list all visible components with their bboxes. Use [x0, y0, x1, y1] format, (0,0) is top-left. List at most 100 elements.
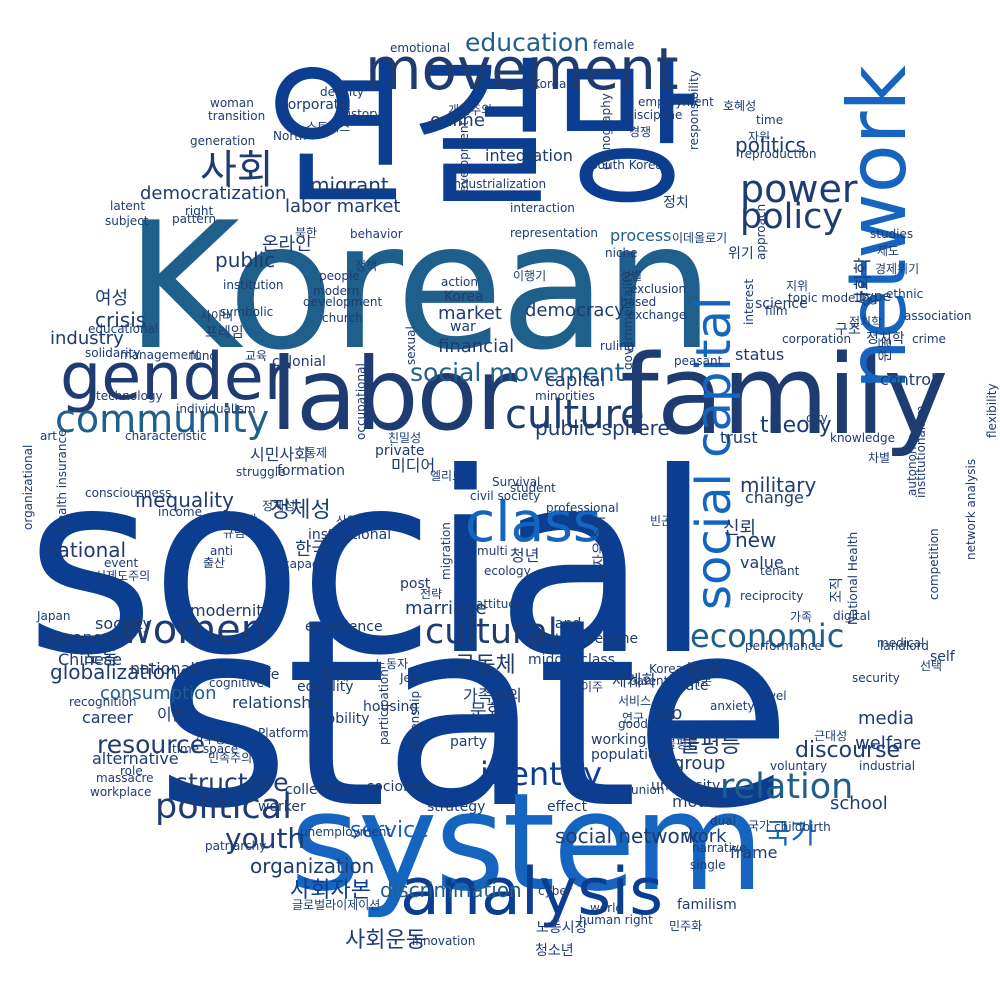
cloud-word: responsibility — [687, 70, 701, 150]
cloud-word: democracy — [525, 300, 625, 321]
cloud-word: world — [590, 901, 624, 915]
cloud-word: North Korean — [495, 77, 575, 91]
cloud-word: migration — [439, 522, 453, 580]
cloud-word: ethnic — [886, 287, 924, 301]
cloud-word: 분석 — [530, 632, 560, 651]
cloud-word: innovation — [412, 934, 476, 948]
cloud-word: 청소년 — [535, 943, 574, 959]
cloud-word: 규범 — [223, 526, 246, 540]
cloud-word: autonomy — [905, 435, 919, 496]
cloud-word: national — [45, 538, 127, 562]
cloud-word: 출산 — [203, 556, 226, 570]
cloud-word: power — [740, 167, 858, 211]
cloud-word: resource — [97, 730, 206, 759]
cloud-word: Chinese — [58, 650, 122, 669]
cloud-word: competition — [927, 528, 941, 600]
cloud-word: exchange — [628, 308, 687, 322]
cloud-word: institutional — [308, 527, 392, 543]
cloud-word: institution — [223, 278, 284, 292]
cloud-word: medical — [877, 636, 925, 650]
cloud-word: 미디어 — [391, 456, 436, 475]
cloud-word: ethnography — [599, 93, 613, 170]
cloud-word: female — [593, 38, 635, 52]
cloud-word: Japan — [37, 609, 71, 623]
cloud-word: modern — [313, 284, 360, 298]
cloud-word: fund — [190, 349, 218, 363]
cloud-word: civil society — [470, 489, 541, 503]
cloud-word: organizational — [21, 444, 35, 530]
cloud-word: identity — [480, 755, 603, 793]
cloud-word: exclusion — [630, 282, 687, 296]
cloud-word: economic — [690, 617, 845, 655]
cloud-word: working — [591, 732, 647, 748]
cloud-word: worker — [258, 799, 306, 815]
cloud-word: land — [551, 616, 582, 632]
cloud-word: consciousness — [85, 486, 172, 500]
cloud-word: subject — [105, 214, 149, 228]
cloud-word: migrant — [310, 173, 389, 197]
cloud-word: governmentality — [621, 271, 635, 370]
cloud-word: war — [450, 319, 476, 335]
cloud-word: latent — [110, 199, 146, 213]
cloud-word: 경쟁 — [629, 125, 652, 139]
cloud-word: 가족 — [790, 610, 813, 624]
cloud-word: 정치학 — [849, 315, 883, 329]
cloud-word: structure — [175, 768, 289, 797]
cloud-word: 구조 — [835, 322, 861, 338]
cloud-word: single — [690, 858, 726, 872]
cloud-word: industry — [50, 328, 124, 349]
cloud-word: good — [618, 717, 648, 731]
cloud-word: reciprocity — [740, 589, 804, 603]
cloud-word: niche — [605, 246, 638, 260]
cloud-word: flexibility — [985, 383, 999, 438]
cloud-word: 스트레스 — [306, 120, 351, 134]
cloud-word: 차별 — [868, 451, 891, 465]
cloud-word: capital — [545, 370, 606, 391]
cloud-word: job — [655, 703, 683, 724]
cloud-word: parent — [629, 674, 669, 688]
cloud-word: multi — [477, 544, 508, 558]
cloud-word: 노동자 — [375, 657, 409, 671]
cloud-word: emotional — [390, 41, 451, 55]
cloud-word: public — [215, 248, 276, 272]
cloud-word: sexual — [404, 326, 418, 365]
cloud-word: 지위 — [786, 279, 809, 293]
cloud-word: market — [438, 303, 502, 324]
cloud-word: time space — [172, 742, 239, 756]
cloud-word: employment — [638, 95, 714, 109]
cloud-word: welfare — [855, 733, 922, 754]
cloud-word: familism — [677, 897, 737, 913]
cloud-word: 연구 — [622, 711, 645, 725]
cloud-word: citizenship — [408, 690, 422, 755]
cloud-word: 엘리트 — [430, 469, 464, 483]
cloud-word: life — [258, 667, 280, 683]
cloud-word: 문화 — [470, 701, 504, 722]
cloud-word: pattern — [172, 212, 217, 226]
cloud-word: political — [155, 787, 292, 827]
cloud-word: 북한 — [295, 226, 318, 240]
cloud-word: 자원 — [748, 130, 771, 144]
cloud-word: art — [40, 429, 57, 443]
cloud-word: characteristic — [125, 429, 207, 443]
cloud-word: formation — [277, 463, 346, 479]
cloud-word: politics — [735, 133, 806, 157]
cloud-word: peasant — [674, 354, 723, 368]
cloud-word: movement — [365, 35, 679, 103]
cloud-word: school — [830, 793, 888, 814]
cloud-word: integration — [485, 146, 573, 165]
cloud-word: women — [120, 607, 267, 653]
cloud-word: value — [740, 553, 784, 572]
cloud-word: 한국 — [295, 539, 329, 560]
cloud-word: 경제위기 — [875, 262, 920, 276]
cloud-word: transition — [208, 109, 266, 123]
cloud-word: network analysis — [964, 458, 978, 560]
cloud-word: cognitive — [209, 676, 265, 690]
cloud-word: corporation — [782, 332, 852, 346]
cloud-word: democratization — [140, 183, 287, 204]
cloud-word: colonial — [272, 354, 326, 370]
cloud-word: discipline — [626, 108, 683, 122]
cloud-word: student — [510, 481, 556, 495]
cloud-word: National Health — [846, 531, 860, 625]
cloud-word: union — [631, 783, 665, 797]
cloud-word: approach — [754, 203, 768, 260]
